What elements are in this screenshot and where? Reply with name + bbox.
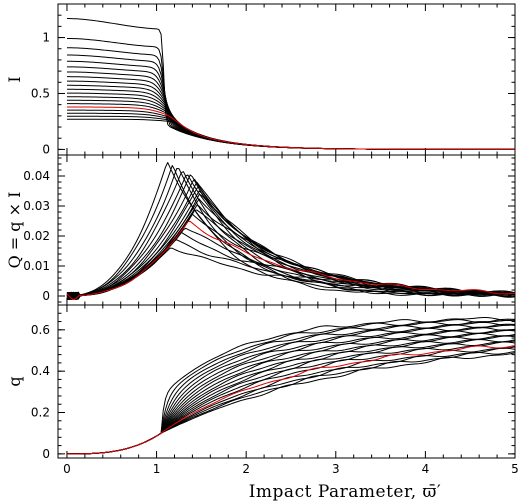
y-tick-label: 0.04 <box>23 169 50 183</box>
x-tick-label: 0 <box>63 462 71 476</box>
y-tick-label: 1 <box>42 31 50 45</box>
y-tick-label: 0.5 <box>31 86 50 100</box>
panel-frame <box>57 304 516 459</box>
series-group <box>66 317 515 455</box>
series-line <box>66 347 515 455</box>
y-tick-label: 0.4 <box>31 364 50 378</box>
panel-3: 0 0.2 0.4 0.6 0 1 2 3 4 5 q <box>5 304 519 476</box>
y-tick-label: 0 <box>42 142 50 156</box>
x-tick-label: 2 <box>242 462 250 476</box>
series-line <box>66 352 515 455</box>
series-line <box>66 37 515 150</box>
series-line <box>66 346 515 455</box>
series-line <box>66 109 515 150</box>
series-line <box>66 341 515 455</box>
y-tick-label: 0.03 <box>23 199 50 213</box>
y-tick-label: 0 <box>42 289 50 303</box>
series-line <box>66 112 515 150</box>
series-line <box>66 318 515 455</box>
series-line-highlight <box>66 220 515 300</box>
x-tick-label: 5 <box>511 462 519 476</box>
x-axis-label: Impact Parameter, ϖ̄′ <box>249 482 442 502</box>
series-line-highlight <box>66 106 515 150</box>
series-line <box>66 178 515 298</box>
panel-2: 0 0.01 0.02 0.03 0.04 Q = q × I <box>5 154 516 306</box>
y-tick-label: 0 <box>42 447 50 461</box>
series-line <box>66 335 515 455</box>
y-tick-label: 0.02 <box>23 229 50 243</box>
series-line <box>66 334 515 455</box>
x-tick-label: 3 <box>332 462 340 476</box>
series-line <box>66 181 515 300</box>
series-line <box>66 54 515 150</box>
series-line-highlight <box>66 345 515 455</box>
y-axis-label: q <box>5 376 24 386</box>
series-line <box>66 329 515 455</box>
series-line <box>66 339 515 455</box>
series-line <box>66 193 515 300</box>
y-axis-label: I <box>5 76 24 82</box>
series-group <box>66 162 515 301</box>
series-line <box>66 167 515 300</box>
x-tick-label: 4 <box>422 462 430 476</box>
series-line <box>66 115 515 150</box>
series-group <box>66 18 515 150</box>
y-tick-label: 0.01 <box>23 259 50 273</box>
y-axis-label: Q = q × I <box>5 192 24 269</box>
y-tick-label: 0.6 <box>31 323 50 337</box>
series-line <box>66 327 515 455</box>
series-line <box>66 351 515 455</box>
y-tick-label: 0.2 <box>31 406 50 420</box>
series-line <box>66 118 515 150</box>
series-line <box>66 171 515 300</box>
series-line <box>66 186 515 301</box>
series-line <box>66 321 515 455</box>
panel-1: 0 0.5 1 I <box>5 3 516 156</box>
series-line <box>66 319 515 455</box>
series-line <box>66 209 515 300</box>
series-line <box>66 204 515 299</box>
x-tick-label: 1 <box>153 462 161 476</box>
series-line <box>66 198 515 301</box>
